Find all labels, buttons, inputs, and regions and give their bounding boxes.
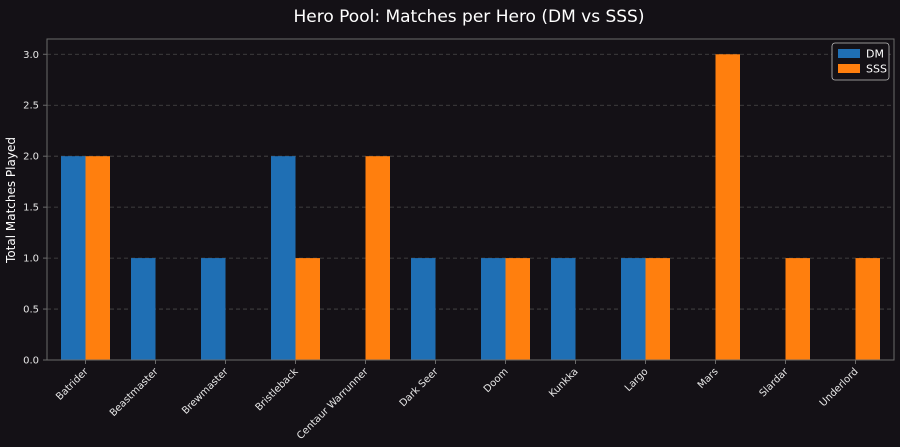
bar-sss-batrider	[85, 156, 110, 360]
x-tick-label: Mars	[696, 366, 721, 391]
y-tick-label: 0.0	[23, 356, 39, 367]
bar-dm-dark-seer	[411, 258, 436, 360]
x-tick-label: Beastmaster	[108, 366, 161, 419]
y-tick-label: 0.5	[23, 305, 39, 316]
bar-sss-slardar	[785, 258, 810, 360]
bar-dm-kunkka	[551, 258, 576, 360]
legend-label-dm: DM	[866, 48, 884, 61]
bar-sss-largo	[645, 258, 670, 360]
bar-dm-doom	[481, 258, 506, 360]
y-tick-label: 1.0	[23, 254, 39, 265]
y-tick-label: 1.5	[23, 203, 39, 214]
y-axis-ticks: 0.0 0.5 1.0 1.5 2.0 2.5 3.0	[23, 50, 47, 367]
x-tick-label: Slardar	[758, 366, 792, 400]
legend-label-sss: SSS	[866, 63, 887, 76]
x-tick-label: Kunkka	[547, 366, 580, 399]
x-tick-label: Brewmaster	[180, 366, 231, 417]
plot-border	[46, 38, 895, 361]
plot-frame	[46, 38, 895, 361]
x-tick-label: Bristleback	[254, 366, 301, 413]
x-tick-label: Doom	[482, 366, 511, 395]
x-tick-label: Underlord	[818, 366, 861, 409]
bar-sss-underlord	[855, 258, 880, 360]
x-tick-label: Batrider	[54, 366, 91, 403]
bar-sss-centaur-warrunner	[365, 156, 390, 360]
legend: DM SSS	[831, 42, 890, 81]
y-tick-label: 2.0	[23, 152, 39, 163]
legend-swatch-dm	[838, 49, 860, 58]
bar-sss-mars	[715, 54, 740, 361]
legend-swatch-sss	[838, 64, 860, 73]
bar-dm-brewmaster	[201, 258, 226, 360]
chart-title: Hero Pool: Matches per Hero (DM vs SSS)	[294, 7, 645, 27]
y-tick-label: 2.5	[23, 101, 39, 112]
bar-dm-batrider	[61, 156, 86, 360]
bar-dm-bristleback	[271, 156, 296, 360]
y-axis-title: Total Matches Played	[4, 137, 18, 264]
y-tick-label: 3.0	[23, 50, 39, 61]
x-tick-label: Largo	[623, 366, 651, 394]
bar-sss-bristleback	[295, 258, 320, 360]
bar-dm-largo	[621, 258, 646, 360]
bar-sss-doom	[505, 258, 530, 360]
x-axis-ticks: Batrider Beastmaster Brewmaster Bristleback…	[54, 360, 861, 442]
bar-dm-beastmaster	[131, 258, 156, 360]
grid-lines	[47, 53, 894, 310]
x-tick-label: Centaur Warrunner	[295, 366, 371, 442]
bars	[61, 54, 880, 361]
x-tick-label: Dark Seer	[398, 366, 442, 410]
